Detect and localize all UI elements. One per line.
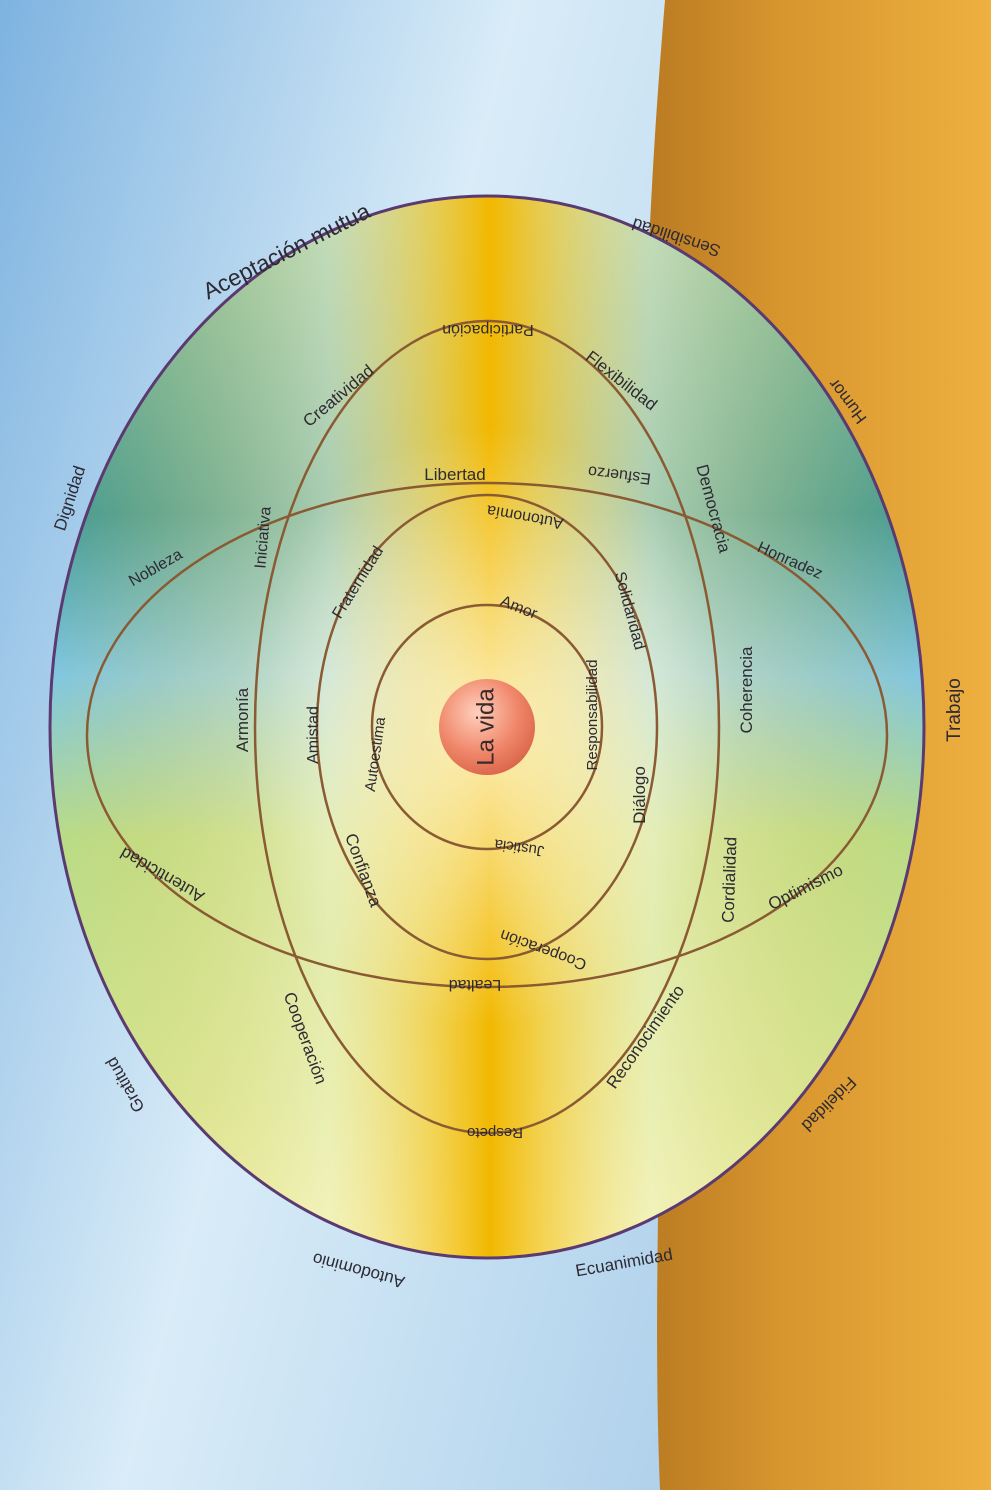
label-libertad: Libertad <box>424 465 485 484</box>
label-amistad: Amistad <box>305 706 322 764</box>
label-respeto: Respeto <box>467 1124 523 1141</box>
outer-ring-outline <box>48 194 926 1260</box>
label-iniciativa: Iniciativa <box>252 506 274 570</box>
label-justicia: Justicia <box>493 835 546 859</box>
label-cordialidad: Cordialidad <box>719 837 741 924</box>
label-responsabilidad: Responsabilidad <box>584 660 601 771</box>
vertical-ring <box>253 319 721 1135</box>
horizontal-ring <box>85 481 889 989</box>
label-participacion: Participación <box>442 321 534 338</box>
label-armonia: Armonía <box>233 687 252 752</box>
label-trabajo: Trabajo <box>944 678 965 742</box>
inner-ring <box>315 493 659 961</box>
core-ring <box>370 603 604 851</box>
label-dialogo: Diálogo <box>630 766 649 824</box>
center-sphere <box>439 679 535 775</box>
center-label: La vida <box>472 688 499 766</box>
label-coherencia: Coherencia <box>737 646 756 733</box>
label-lealtad: Lealtad <box>449 976 502 993</box>
